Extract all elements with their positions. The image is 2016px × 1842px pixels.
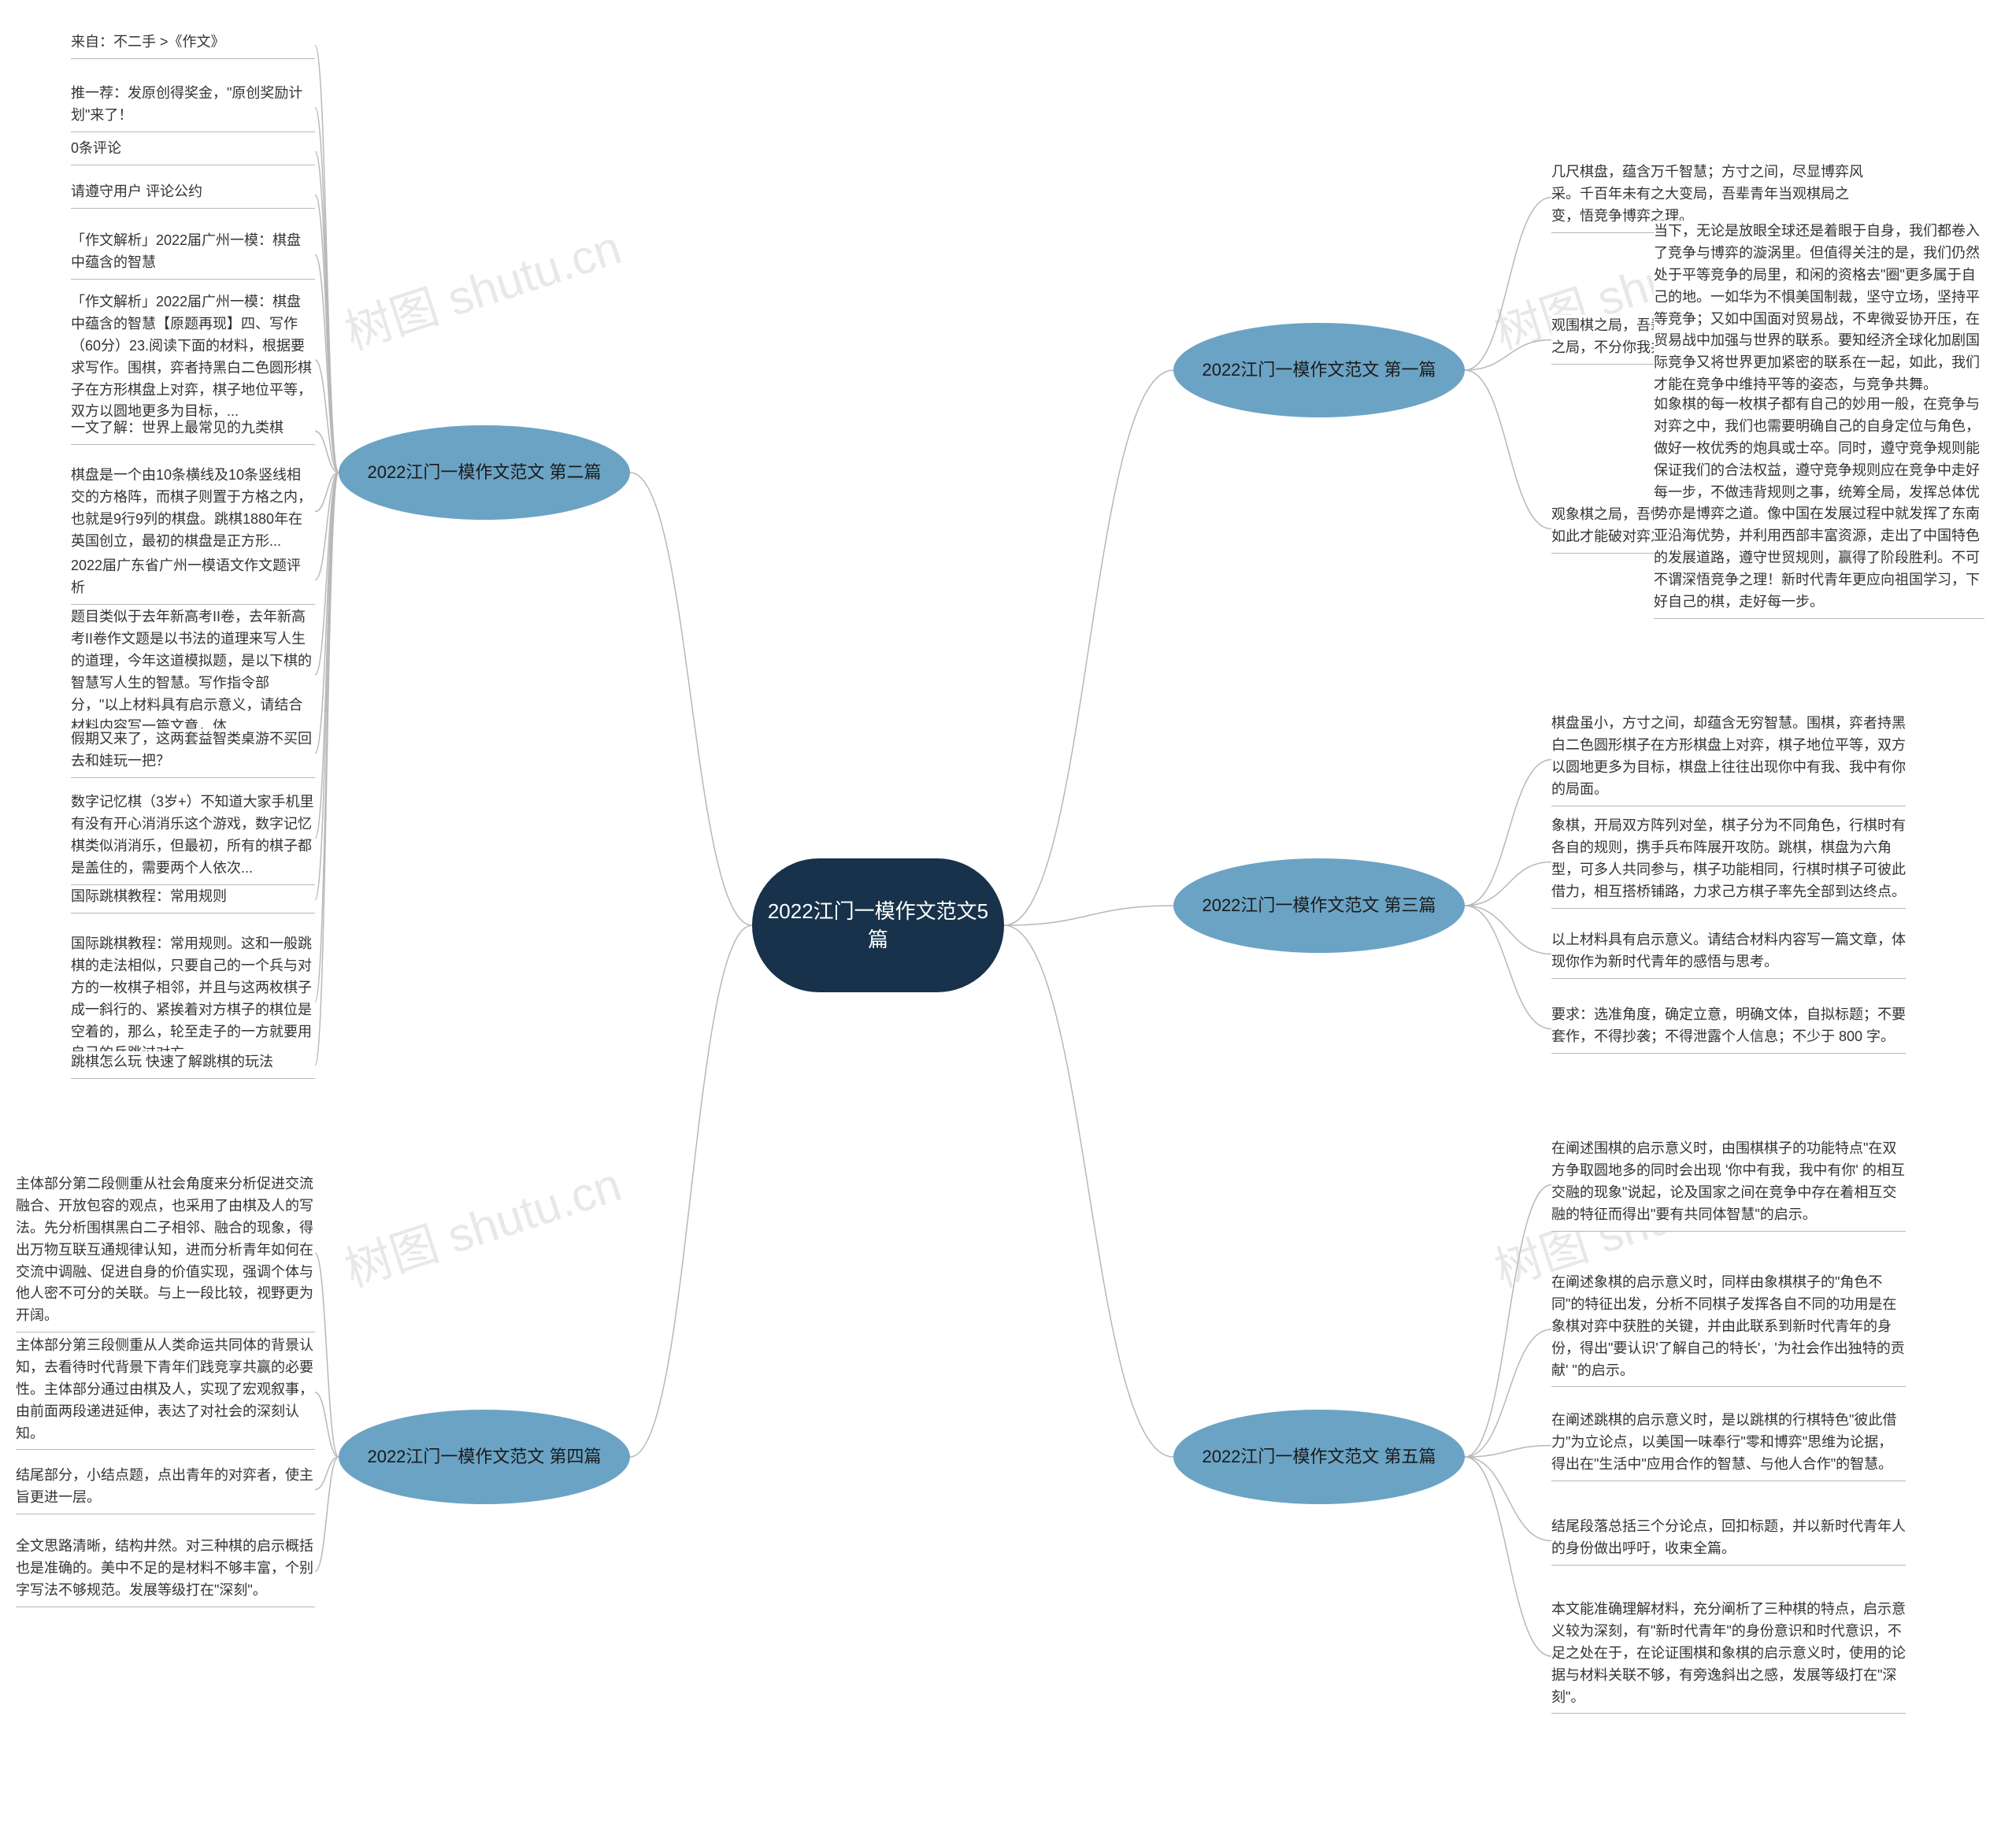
leaf-node: 全文思路清晰，结构井然。对三种棋的启示概括也是准确的。美中不足的是材料不够丰富，…	[16, 1536, 315, 1607]
leaf-text: 当下，无论是放眼全球还是着眼于自身，我们都卷入了竞争与博弈的漩涡里。但值得关注的…	[1654, 221, 1984, 402]
leaf-node: 以上材料具有启示意义。请结合材料内容写一篇文章，体现你作为新时代青年的感悟与思考…	[1551, 929, 1906, 979]
leaf-node: 在阐述跳棋的启示意义时，是以跳棋的行棋特色"彼此借力"为立论点，以美国一味奉行"…	[1551, 1410, 1906, 1481]
branch-node: 2022江门一模作文范文 第一篇	[1173, 323, 1465, 417]
leaf-text: 「作文解析」2022届广州一模：棋盘中蕴含的智慧【原题再现】四、写作（60分）2…	[71, 291, 315, 428]
leaf-node: 0条评论	[71, 138, 315, 165]
leaf-node: 国际跳棋教程：常用规则	[71, 886, 315, 914]
leaf-node: 「作文解析」2022届广州一模：棋盘中蕴含的智慧	[71, 230, 315, 280]
leaf-text: 在阐述围棋的启示意义时，由围棋棋子的功能特点"在双方争取圆地多的同时会出现 '你…	[1551, 1138, 1906, 1232]
leaf-node: 推一荐：发原创得奖金，"原创奖励计划"来了！	[71, 83, 315, 132]
leaf-text: 要求：选准角度，确定立意，明确文体，自拟标题；不要套作，不得抄袭；不得泄露个人信…	[1551, 1004, 1906, 1054]
leaf-node: 本文能准确理解材料，充分阐析了三种棋的特点，启示意义较为深刻，有"新时代青年"的…	[1551, 1599, 1906, 1714]
branch-node: 2022江门一模作文范文 第五篇	[1173, 1410, 1465, 1504]
leaf-text: 棋盘是一个由10条横线及10条竖线相交的方格阵，而棋子则置于方格之内，也就是9行…	[71, 465, 315, 558]
leaf-text: 国际跳棋教程：常用规则	[71, 886, 315, 914]
leaf-node: 假期又来了，这两套益智类桌游不买回去和娃玩一把？	[71, 728, 315, 778]
leaf-text: 在阐述跳棋的启示意义时，是以跳棋的行棋特色"彼此借力"为立论点，以美国一味奉行"…	[1551, 1410, 1906, 1481]
branch-node: 2022江门一模作文范文 第二篇	[339, 425, 630, 520]
leaf-node: 在阐述象棋的启示意义时，同样由象棋棋子的"角色不同"的特征出发，分析不同棋子发挥…	[1551, 1272, 1906, 1387]
leaf-text: 如象棋的每一枚棋子都有自己的妙用一般，在竞争与对弈之中，我们也需要明确自己的自身…	[1654, 394, 1984, 619]
leaf-text: 数字记忆棋（3岁+）不知道大家手机里有没有开心消消乐这个游戏，数字记忆棋类似消消…	[71, 791, 315, 885]
leaf-node: 主体部分第二段侧重从社会角度来分析促进交流融合、开放包容的观点，也采用了由棋及人…	[16, 1173, 315, 1332]
leaf-node: 象棋，开局双方阵列对垒，棋子分为不同角色，行棋时有各自的规则，携手兵布阵展开攻防…	[1551, 815, 1906, 909]
branch-node: 2022江门一模作文范文 第三篇	[1173, 858, 1465, 953]
leaf-text: 棋盘虽小，方寸之间，却蕴含无穷智慧。围棋，弈者持黑白二色圆形棋子在方形棋盘上对弈…	[1551, 713, 1906, 806]
leaf-node: 来自：不二手 >《作文》	[71, 32, 315, 59]
leaf-node: 在阐述围棋的启示意义时，由围棋棋子的功能特点"在双方争取圆地多的同时会出现 '你…	[1551, 1138, 1906, 1232]
leaf-text: 本文能准确理解材料，充分阐析了三种棋的特点，启示意义较为深刻，有"新时代青年"的…	[1551, 1599, 1906, 1714]
mindmap-canvas: 树图 shutu.cn 树图 shutu.cn 树图 shutu.cn 树图 s…	[0, 0, 2016, 1842]
leaf-text: 主体部分第二段侧重从社会角度来分析促进交流融合、开放包容的观点，也采用了由棋及人…	[16, 1173, 315, 1332]
leaf-text: 推一荐：发原创得奖金，"原创奖励计划"来了！	[71, 83, 315, 132]
leaf-text: 2022届广东省广州一模语文作文题评析	[71, 555, 315, 605]
leaf-node: 如象棋的每一枚棋子都有自己的妙用一般，在竞争与对弈之中，我们也需要明确自己的自身…	[1654, 394, 1984, 619]
leaf-text: 在阐述象棋的启示意义时，同样由象棋棋子的"角色不同"的特征出发，分析不同棋子发挥…	[1551, 1272, 1906, 1387]
leaf-node: 结尾部分，小结点题，点出青年的对弈者，使主旨更进一层。	[16, 1465, 315, 1514]
leaf-node: 数字记忆棋（3岁+）不知道大家手机里有没有开心消消乐这个游戏，数字记忆棋类似消消…	[71, 791, 315, 885]
leaf-node: 棋盘是一个由10条横线及10条竖线相交的方格阵，而棋子则置于方格之内，也就是9行…	[71, 465, 315, 558]
leaf-node: 请遵守用户 评论公约	[71, 181, 315, 209]
leaf-text: 来自：不二手 >《作文》	[71, 32, 315, 59]
leaf-node: 题目类似于去年新高考II卷，去年新高考II卷作文题是以书法的道理来写人生的道理，…	[71, 606, 315, 743]
leaf-node: 一文了解：世界上最常见的九类棋	[71, 417, 315, 445]
branch-node: 2022江门一模作文范文 第四篇	[339, 1410, 630, 1504]
leaf-text: 结尾部分，小结点题，点出青年的对弈者，使主旨更进一层。	[16, 1465, 315, 1514]
leaf-node: 棋盘虽小，方寸之间，却蕴含无穷智慧。围棋，弈者持黑白二色圆形棋子在方形棋盘上对弈…	[1551, 713, 1906, 806]
watermark: 树图 shutu.cn	[335, 1147, 628, 1300]
leaf-text: 主体部分第三段侧重从人类命运共同体的背景认知，去看待时代背景下青年们践竞享共赢的…	[16, 1335, 315, 1450]
leaf-text: 国际跳棋教程：常用规则。这和一般跳棋的走法相似，只要自己的一个兵与对方的一枚棋子…	[71, 933, 315, 1070]
leaf-text: 0条评论	[71, 138, 315, 165]
leaf-node: 结尾段落总括三个分论点，回扣标题，并以新时代青年人的身份做出呼吁，收束全篇。	[1551, 1516, 1906, 1566]
leaf-text: 假期又来了，这两套益智类桌游不买回去和娃玩一把？	[71, 728, 315, 778]
leaf-text: 题目类似于去年新高考II卷，去年新高考II卷作文题是以书法的道理来写人生的道理，…	[71, 606, 315, 743]
leaf-node: 要求：选准角度，确定立意，明确文体，自拟标题；不要套作，不得抄袭；不得泄露个人信…	[1551, 1004, 1906, 1054]
leaf-text: 以上材料具有启示意义。请结合材料内容写一篇文章，体现你作为新时代青年的感悟与思考…	[1551, 929, 1906, 979]
leaf-node: 国际跳棋教程：常用规则。这和一般跳棋的走法相似，只要自己的一个兵与对方的一枚棋子…	[71, 933, 315, 1070]
leaf-text: 「作文解析」2022届广州一模：棋盘中蕴含的智慧	[71, 230, 315, 280]
leaf-text: 全文思路清晰，结构井然。对三种棋的启示概括也是准确的。美中不足的是材料不够丰富，…	[16, 1536, 315, 1607]
leaf-text: 象棋，开局双方阵列对垒，棋子分为不同角色，行棋时有各自的规则，携手兵布阵展开攻防…	[1551, 815, 1906, 909]
leaf-node: 跳棋怎么玩 快速了解跳棋的玩法	[71, 1051, 315, 1079]
center-node: 2022江门一模作文范文5篇	[752, 858, 1004, 992]
watermark: 树图 shutu.cn	[335, 209, 628, 363]
leaf-node: 2022届广东省广州一模语文作文题评析	[71, 555, 315, 605]
leaf-node: 主体部分第三段侧重从人类命运共同体的背景认知，去看待时代背景下青年们践竞享共赢的…	[16, 1335, 315, 1450]
leaf-text: 跳棋怎么玩 快速了解跳棋的玩法	[71, 1051, 315, 1079]
leaf-node: 当下，无论是放眼全球还是着眼于自身，我们都卷入了竞争与博弈的漩涡里。但值得关注的…	[1654, 221, 1984, 402]
leaf-text: 请遵守用户 评论公约	[71, 181, 315, 209]
leaf-node: 「作文解析」2022届广州一模：棋盘中蕴含的智慧【原题再现】四、写作（60分）2…	[71, 291, 315, 428]
leaf-text: 结尾段落总括三个分论点，回扣标题，并以新时代青年人的身份做出呼吁，收束全篇。	[1551, 1516, 1906, 1566]
leaf-text: 一文了解：世界上最常见的九类棋	[71, 417, 315, 445]
